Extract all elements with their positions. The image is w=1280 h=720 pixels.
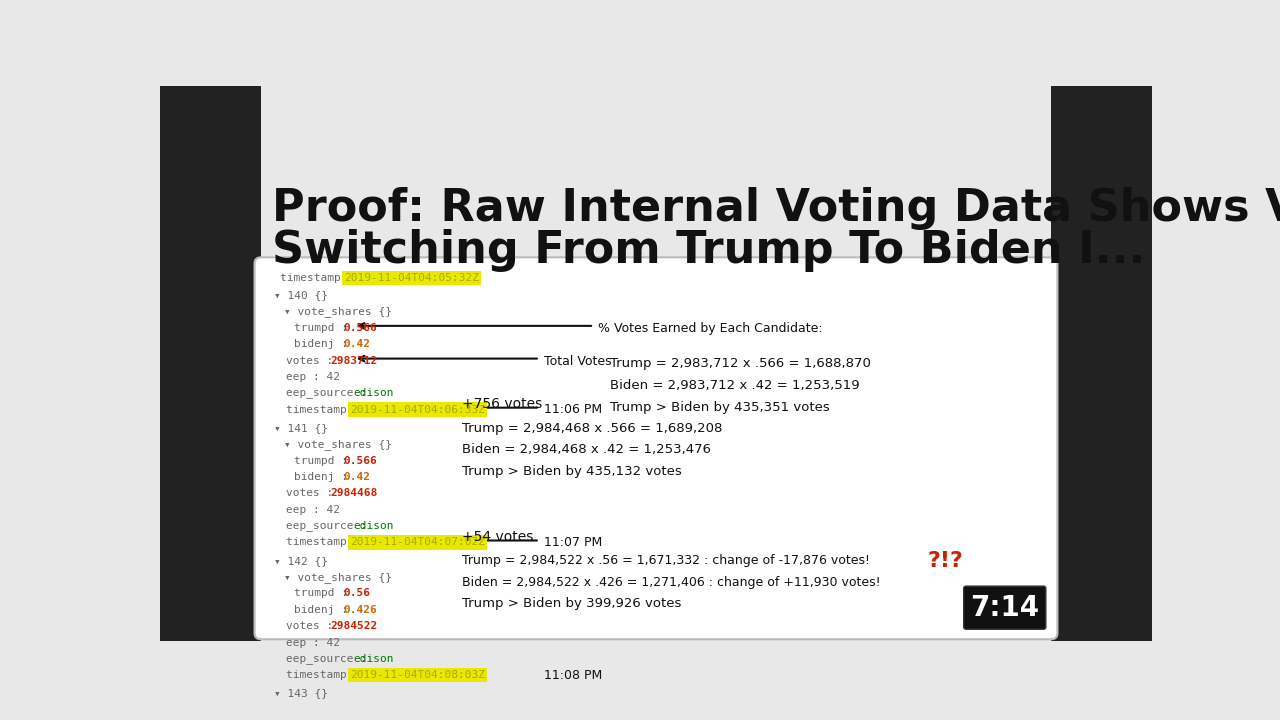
- Text: timestamp :: timestamp :: [280, 273, 361, 283]
- Text: eep : 42: eep : 42: [287, 505, 340, 515]
- Text: Trump = 2,984,468 x .566 = 1,689,208: Trump = 2,984,468 x .566 = 1,689,208: [462, 421, 723, 435]
- Text: Proof: Raw Internal Voting Data Shows Votes: Proof: Raw Internal Voting Data Shows Vo…: [273, 186, 1280, 230]
- Text: eep : 42: eep : 42: [287, 637, 340, 647]
- Text: ▾ 140 {}: ▾ 140 {}: [274, 290, 328, 300]
- Text: eep : 42: eep : 42: [287, 372, 340, 382]
- FancyBboxPatch shape: [964, 586, 1046, 629]
- Text: 0.56: 0.56: [343, 588, 371, 598]
- Text: 0.566: 0.566: [343, 456, 378, 466]
- Text: ▾ vote_shares {}: ▾ vote_shares {}: [284, 439, 392, 450]
- Bar: [261, 86, 1051, 264]
- Text: 2019-11-04T04:06:33Z: 2019-11-04T04:06:33Z: [349, 405, 485, 415]
- Text: Biden = 2,984,468 x .42 = 1,253,476: Biden = 2,984,468 x .42 = 1,253,476: [462, 443, 712, 456]
- Text: trumpd :: trumpd :: [294, 323, 355, 333]
- Text: Trump > Biden by 399,926 votes: Trump > Biden by 399,926 votes: [462, 598, 682, 611]
- Text: bidenj :: bidenj :: [294, 605, 355, 615]
- Text: +756 votes: +756 votes: [462, 397, 543, 411]
- Text: edison: edison: [353, 388, 394, 398]
- Text: ?!?: ?!?: [927, 552, 963, 571]
- Text: Switching From Trump To Biden I...: Switching From Trump To Biden I...: [273, 229, 1146, 272]
- Text: bidenj :: bidenj :: [294, 472, 355, 482]
- Text: 2984522: 2984522: [330, 621, 378, 631]
- Text: 0.42: 0.42: [343, 339, 371, 349]
- Text: votes :: votes :: [287, 488, 340, 498]
- Text: 11:06 PM: 11:06 PM: [544, 403, 602, 416]
- Text: 2019-11-04T04:05:32Z: 2019-11-04T04:05:32Z: [343, 273, 479, 283]
- Text: trumpd :: trumpd :: [294, 456, 355, 466]
- Text: trumpd :: trumpd :: [294, 588, 355, 598]
- Text: votes :: votes :: [287, 356, 340, 366]
- Bar: [1051, 86, 1152, 641]
- Text: Trump > Biden by 435,351 votes: Trump > Biden by 435,351 votes: [609, 400, 829, 413]
- Text: timestamp :: timestamp :: [287, 537, 367, 547]
- Text: edison: edison: [353, 521, 394, 531]
- Text: ▾ vote_shares {}: ▾ vote_shares {}: [284, 307, 392, 318]
- Text: timestamp :: timestamp :: [287, 405, 367, 415]
- Text: 0.426: 0.426: [343, 605, 378, 615]
- Text: Trump > Biden by 435,132 votes: Trump > Biden by 435,132 votes: [462, 464, 682, 477]
- Text: votes :: votes :: [287, 621, 340, 631]
- Text: 2984468: 2984468: [330, 488, 378, 498]
- Text: Trump = 2,984,522 x .56 = 1,671,332 : change of -17,876 votes!: Trump = 2,984,522 x .56 = 1,671,332 : ch…: [462, 554, 870, 567]
- Text: 2983712: 2983712: [330, 356, 378, 366]
- Text: eep_source :: eep_source :: [287, 521, 374, 531]
- Text: 2019-11-04T04:08:03Z: 2019-11-04T04:08:03Z: [349, 670, 485, 680]
- Text: ▾ vote_shares {}: ▾ vote_shares {}: [284, 572, 392, 583]
- FancyBboxPatch shape: [255, 257, 1057, 639]
- Text: edison: edison: [353, 654, 394, 664]
- Text: 7:14: 7:14: [970, 594, 1039, 621]
- Text: Total Votes: Total Votes: [544, 355, 612, 368]
- Text: 0.566: 0.566: [343, 323, 378, 333]
- Text: ▾ 142 {}: ▾ 142 {}: [274, 556, 328, 566]
- Text: 11:07 PM: 11:07 PM: [544, 536, 602, 549]
- Text: 11:08 PM: 11:08 PM: [544, 669, 602, 682]
- Text: Biden = 2,984,522 x .426 = 1,271,406 : change of +11,930 votes!: Biden = 2,984,522 x .426 = 1,271,406 : c…: [462, 576, 881, 589]
- Text: Trump = 2,983,712 x .566 = 1,688,870: Trump = 2,983,712 x .566 = 1,688,870: [609, 357, 870, 370]
- Bar: [160, 86, 261, 641]
- Text: 0.42: 0.42: [343, 472, 371, 482]
- Text: timestamp :: timestamp :: [287, 670, 367, 680]
- Text: ▾ 143 {}: ▾ 143 {}: [274, 688, 328, 698]
- Text: ▾ 141 {}: ▾ 141 {}: [274, 423, 328, 433]
- Text: % Votes Earned by Each Candidate:: % Votes Earned by Each Candidate:: [598, 322, 823, 335]
- Text: eep_source :: eep_source :: [287, 388, 374, 398]
- Text: 2019-11-04T04:07:02Z: 2019-11-04T04:07:02Z: [349, 537, 485, 547]
- Text: bidenj :: bidenj :: [294, 339, 355, 349]
- Text: Biden = 2,983,712 x .42 = 1,253,519: Biden = 2,983,712 x .42 = 1,253,519: [609, 379, 859, 392]
- Text: +54 votes: +54 votes: [462, 530, 534, 544]
- Text: eep_source :: eep_source :: [287, 654, 374, 664]
